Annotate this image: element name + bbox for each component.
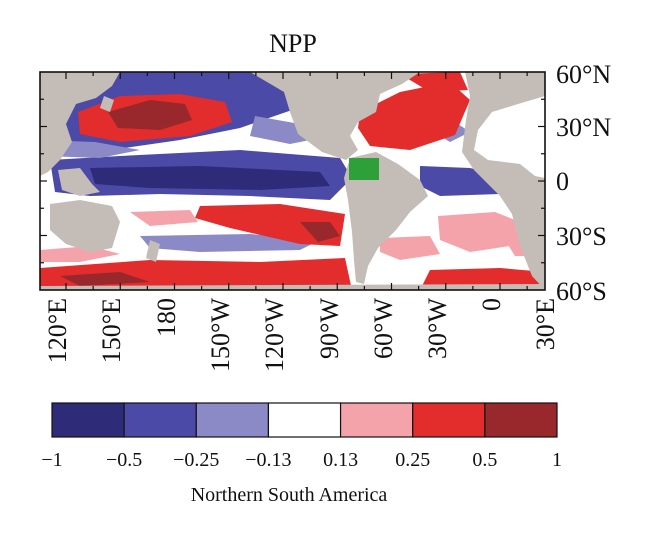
south-america-landmass bbox=[344, 152, 428, 284]
longitude-labels: 120°E 150°E 180 150°W 120°W 90°W 60°W 30… bbox=[43, 298, 560, 372]
colorbar-segment-3 bbox=[267, 402, 342, 438]
lon-label-0: 0 bbox=[477, 298, 506, 311]
land-masses bbox=[40, 72, 545, 290]
colorbar bbox=[51, 402, 558, 438]
colorbar-label-0: −1 bbox=[41, 449, 62, 471]
lon-label-30w: 30°W bbox=[423, 298, 452, 359]
new-zealand bbox=[146, 240, 160, 262]
colorbar-label-7: 1 bbox=[552, 449, 562, 471]
colorbar-segment-1 bbox=[123, 402, 197, 438]
north-america-landmass bbox=[250, 72, 420, 160]
colorbar-label-3: −0.13 bbox=[245, 449, 291, 471]
lat-label-60n: 60°N bbox=[556, 60, 611, 89]
colorbar-segment-5 bbox=[412, 402, 486, 438]
colorbar-label-2: −0.25 bbox=[173, 449, 219, 471]
japan-island bbox=[100, 96, 114, 112]
lat-label-60s: 60°S bbox=[556, 277, 607, 306]
lon-label-60w: 60°W bbox=[369, 298, 398, 359]
australia-landmass bbox=[50, 200, 120, 252]
lon-label-180: 180 bbox=[152, 298, 181, 337]
maritime-continent bbox=[58, 168, 100, 196]
colorbar-segment-4 bbox=[339, 402, 414, 438]
colorbar-caption: Northern South America bbox=[191, 484, 388, 506]
lat-label-30n: 30°N bbox=[556, 113, 611, 142]
lon-label-120e: 120°E bbox=[43, 298, 72, 363]
lon-label-90w: 90°W bbox=[315, 298, 344, 359]
map-panel bbox=[40, 72, 545, 290]
colorbar-segment-0 bbox=[51, 402, 125, 438]
latitude-labels: 60°N 30°N 0 30°S 60°S bbox=[556, 60, 611, 306]
colorbar-label-1: −0.5 bbox=[106, 449, 142, 471]
asia-landmass bbox=[40, 72, 120, 176]
lat-label-30s: 30°S bbox=[556, 222, 607, 251]
lon-label-150w: 150°W bbox=[206, 298, 235, 372]
colorbar-label-4: 0.13 bbox=[323, 449, 358, 471]
region-box-northern-south-america bbox=[349, 158, 379, 180]
colorbar-label-5: 0.25 bbox=[395, 449, 430, 471]
lon-label-150e: 150°E bbox=[97, 298, 126, 363]
lon-label-30e: 30°E bbox=[531, 298, 560, 350]
colorbar-label-6: 0.5 bbox=[472, 449, 497, 471]
map-ticks bbox=[40, 72, 545, 290]
colorbar-segment-2 bbox=[195, 402, 270, 438]
colorbar-labels: −1 −0.5 −0.25 −0.13 0.13 0.25 0.5 1 bbox=[41, 449, 562, 471]
lat-label-0: 0 bbox=[556, 167, 569, 196]
europe-africa-landmass bbox=[462, 72, 545, 290]
chart-title: NPP bbox=[269, 29, 317, 58]
colorbar-segment-6 bbox=[484, 402, 558, 438]
lon-label-120w: 120°W bbox=[260, 298, 289, 372]
